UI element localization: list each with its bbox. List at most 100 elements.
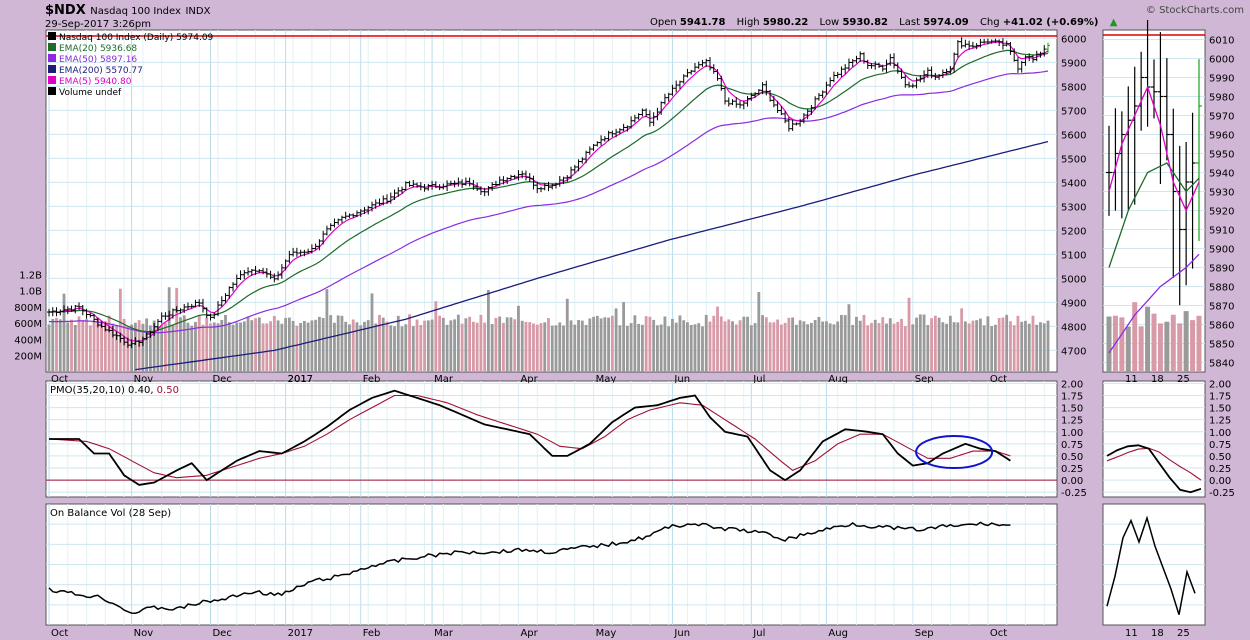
inset-ohlc-bar <box>1170 108 1177 279</box>
ohlc-bar <box>711 64 716 74</box>
volume-bar <box>832 324 836 372</box>
inset-x-tick-label: 11 <box>1125 628 1138 639</box>
legend-swatch <box>48 65 56 73</box>
ohlc-bar <box>640 108 645 117</box>
inset-ohlc-bar <box>1106 125 1112 216</box>
volume-bar <box>385 321 389 372</box>
volume-bar <box>1009 321 1012 372</box>
ohlc-bar <box>174 306 179 313</box>
volume-bar <box>603 317 607 372</box>
legend-label: EMA(50) 5897.16 <box>59 55 137 65</box>
ohlc-bar <box>704 58 709 68</box>
ohlc-bar <box>433 181 438 189</box>
ohlc-bar <box>809 105 814 115</box>
inset-pmo-tick-label: 0.75 <box>1209 440 1231 451</box>
ohlc-bar <box>369 201 374 212</box>
volume-bar <box>1024 320 1027 372</box>
inset-volume-bar <box>1164 321 1170 372</box>
ohlc-bar <box>985 38 990 45</box>
volume-bar <box>637 323 641 372</box>
brand-watermark: © StockCharts.com <box>1145 5 1244 16</box>
ohlc-bar <box>294 247 299 257</box>
volume-bar <box>697 323 701 372</box>
ohlc-bar <box>982 38 987 44</box>
volume-bar <box>51 318 55 372</box>
volume-bar <box>1020 321 1024 372</box>
ohlc-bar <box>65 306 70 315</box>
volume-bar <box>220 319 224 372</box>
volume-bar <box>317 316 321 372</box>
volume-bar <box>779 324 783 372</box>
ohlc-bar <box>377 198 382 206</box>
pmo-highlight-circle <box>915 435 994 470</box>
panel-3 <box>1102 380 1206 498</box>
legend-label: EMA(20) 5936.68 <box>59 44 137 54</box>
volume-bar <box>554 325 558 372</box>
ohlc-bar <box>324 225 329 236</box>
volume-bar <box>164 322 167 372</box>
ohlc-bar <box>1008 41 1013 55</box>
ohlc-bar <box>903 75 908 88</box>
volume-bar <box>107 315 111 372</box>
x-tick-label: 2017 <box>288 628 313 639</box>
legend-label: Nasdaq 100 Index (Daily) 5974.09 <box>59 33 214 43</box>
ohlc-bar <box>1004 40 1009 47</box>
high-value: 5980.22 <box>762 17 809 28</box>
ohlc-bar <box>655 107 660 121</box>
ohlc-summary: Open 5941.78 High 5980.22 Low 5930.82 La… <box>650 17 1118 28</box>
ohlc-bar <box>535 181 540 194</box>
ema50-line <box>49 70 1049 334</box>
volume-bar <box>55 317 58 372</box>
ohlc-bar <box>129 339 134 349</box>
inset-pmo-tick-label: 0.50 <box>1209 452 1231 463</box>
volume-bar <box>460 323 464 372</box>
ohlc-bar <box>1046 42 1050 53</box>
volume-bar <box>355 322 359 372</box>
volume-bar <box>719 316 723 372</box>
volume-bar <box>73 324 77 372</box>
ohlc-bar <box>264 268 269 278</box>
inset-volume-bar <box>1157 323 1163 372</box>
pmo-tick-label: -0.25 <box>1061 488 1087 499</box>
ohlc-bar <box>95 318 100 328</box>
ohlc-bar <box>238 270 243 281</box>
ohlc-bar <box>1038 51 1043 58</box>
inset-x-tick-label: 25 <box>1177 374 1190 385</box>
inset-y-tick-label: 5910 <box>1209 226 1234 237</box>
volume-bar <box>978 318 982 372</box>
ohlc-bar <box>854 55 859 64</box>
y-tick-label: 5700 <box>1061 106 1086 117</box>
ohlc-bar <box>692 62 697 73</box>
volume-bar <box>456 314 460 372</box>
volume-bar <box>674 322 678 372</box>
volume-bar <box>321 317 325 372</box>
ohlc-bar <box>358 209 363 217</box>
ohlc-bar <box>734 97 739 108</box>
ohlc-bar <box>110 325 115 338</box>
ohlc-bar <box>189 303 194 309</box>
volume-bar <box>280 323 284 372</box>
volume-bar <box>370 293 374 372</box>
ohlc-bar <box>204 307 209 319</box>
volume-bar <box>58 319 62 372</box>
ohlc-bar <box>948 65 953 74</box>
volume-tick-label: 400M <box>14 335 42 346</box>
volume-bar <box>678 315 682 372</box>
volume-bar <box>464 318 468 372</box>
volume-bar <box>471 321 475 372</box>
ohlc-bar <box>227 286 232 299</box>
inset-y-tick-label: 5850 <box>1209 340 1234 351</box>
pmo-tick-label: 0.25 <box>1061 464 1083 475</box>
volume-bar <box>408 314 411 372</box>
volume-bar <box>667 326 671 372</box>
ohlc-bar <box>114 331 119 340</box>
volume-bar <box>633 315 637 372</box>
ohlc-bar <box>456 177 461 187</box>
inset-ohlc-bar <box>1151 59 1157 119</box>
ohlc-bar <box>411 179 416 188</box>
pmo-value: 0.40, <box>128 385 157 396</box>
volume-bar <box>389 325 393 372</box>
ohlc-bar <box>69 305 74 312</box>
volume-bar <box>802 321 806 372</box>
volume-bar <box>580 320 584 372</box>
